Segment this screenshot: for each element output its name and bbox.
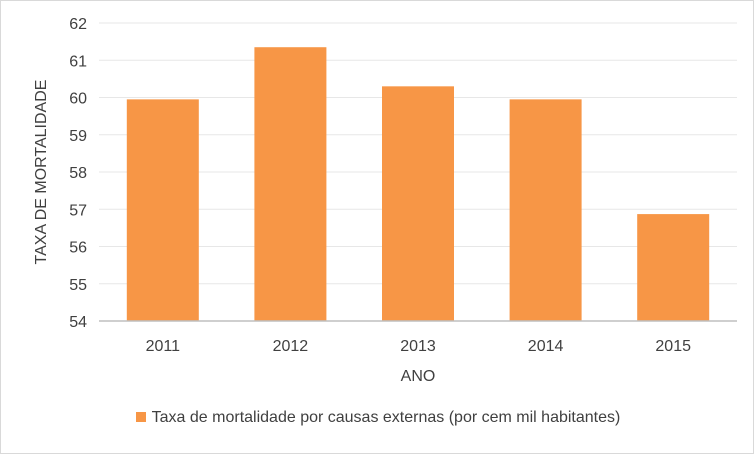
y-axis-title: TAXA DE MORTALIDADE [33,80,50,265]
bar-2014 [509,99,582,321]
y-tick-label: 60 [69,91,87,108]
x-tick-label: 2013 [400,338,436,355]
legend: Taxa de mortalidade por causas externas … [1,409,754,427]
legend-label: Taxa de mortalidade por causas externas … [151,409,621,426]
y-tick-label: 58 [69,165,87,182]
bar-2012 [254,47,327,322]
y-tick-label: 55 [69,277,87,294]
y-tick-label: 54 [69,314,87,331]
x-tick-label: 2015 [655,338,691,355]
x-tick-label: 2012 [273,338,309,355]
bar-2011 [126,99,199,321]
y-tick-label: 61 [69,53,87,70]
y-tick-label: 56 [69,240,87,257]
x-tick-label: 2011 [146,338,181,355]
y-tick-label: 59 [69,128,87,145]
legend-swatch [135,412,146,422]
x-tick-label: 2014 [528,338,564,355]
y-tick-labels: 54 55 56 57 58 59 60 61 62 [69,16,87,331]
y-tick-label: 57 [69,202,87,219]
bar-2015 [637,214,710,321]
x-axis-title: ANO [401,368,436,385]
y-tick-label: 62 [69,16,87,33]
bars [126,47,710,322]
bar-2013 [382,86,454,321]
x-tick-labels: 2011 2012 2013 2014 2015 [146,338,692,355]
